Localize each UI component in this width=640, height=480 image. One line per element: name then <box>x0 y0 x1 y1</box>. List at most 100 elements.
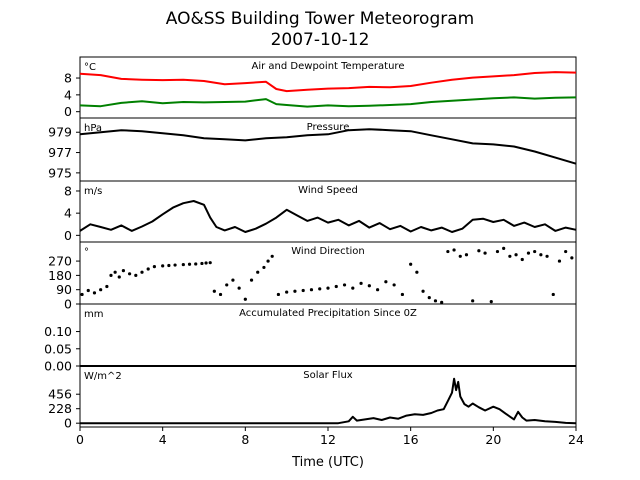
data-point <box>105 284 109 289</box>
data-point <box>376 288 380 292</box>
data-point <box>80 292 84 297</box>
data-point <box>301 288 305 293</box>
data-point <box>533 249 537 254</box>
y-tick-label: 270 <box>48 254 72 269</box>
unit-label: hPa <box>84 123 102 134</box>
data-point <box>117 275 121 279</box>
y-tick-label: 0 <box>64 297 72 312</box>
data-point <box>262 265 266 270</box>
panel-wind_speed: Wind Speed m/s 0 4 8 <box>64 180 577 243</box>
data-point <box>146 267 150 271</box>
data-point <box>99 288 103 292</box>
panel-title: Wind Speed <box>298 185 358 196</box>
x-tick-label: 16 <box>403 432 419 447</box>
data-point <box>570 256 574 260</box>
data-point <box>342 283 347 287</box>
data-point <box>526 251 531 255</box>
data-point <box>243 297 247 301</box>
y-tick-label: 8 <box>64 183 72 198</box>
y-tick-label: 90 <box>56 282 72 297</box>
data-point <box>483 251 487 255</box>
y-tick-label: 977 <box>48 145 72 160</box>
data-point <box>204 261 208 265</box>
data-point <box>194 262 198 266</box>
data-point <box>384 280 388 284</box>
series-line <box>79 128 577 165</box>
panel-pressure: Pressure hPa 975 977 979 <box>48 117 577 182</box>
y-tick-label: 456 <box>48 387 72 402</box>
chart-title: AO&SS Building Tower Meteorogram <box>166 9 474 29</box>
data-point <box>458 254 462 258</box>
y-tick-label: 979 <box>48 125 72 140</box>
x-tick-label: 12 <box>320 432 336 447</box>
x-axis: 0 4 8 12 16 20 24 <box>76 427 584 447</box>
y-tick-label: 0 <box>64 228 72 243</box>
panels: Air and Dewpoint Temperature°C048Pressur… <box>44 56 577 431</box>
panel-title: Accumulated Precipitation Since 0Z <box>239 308 417 319</box>
data-point <box>109 273 113 277</box>
data-point <box>276 292 280 297</box>
y-tick-label: 975 <box>48 165 72 180</box>
data-point <box>557 259 562 263</box>
y-tick-label: 0.05 <box>44 341 72 356</box>
data-point <box>128 272 132 276</box>
data-point <box>539 253 543 257</box>
data-point <box>237 286 241 290</box>
y-tick-label: 0.00 <box>44 359 72 374</box>
data-point <box>409 262 413 266</box>
data-point <box>161 264 165 268</box>
x-tick-label: 0 <box>76 432 84 447</box>
data-point <box>187 262 192 266</box>
panel-temp: Air and Dewpoint Temperature °C 0 48 <box>64 56 577 119</box>
data-point <box>86 288 90 293</box>
series-line <box>79 96 577 108</box>
panel-title: Solar Flux <box>303 370 353 381</box>
data-point <box>400 292 404 297</box>
data-point <box>152 265 156 269</box>
data-point <box>514 253 518 257</box>
data-point <box>326 286 330 290</box>
data-point <box>208 261 212 265</box>
data-point <box>309 288 314 292</box>
y-tick-label: 4 <box>64 87 72 102</box>
data-point <box>351 286 355 290</box>
unit-label: °C <box>84 62 96 73</box>
data-point <box>231 278 235 282</box>
data-point <box>421 289 425 293</box>
y-tick-label: 0 <box>64 416 72 431</box>
x-tick-label: 4 <box>159 432 167 447</box>
data-point <box>270 254 274 258</box>
data-point <box>113 270 117 274</box>
data-point <box>92 291 97 295</box>
data-point <box>392 283 396 287</box>
data-point <box>266 259 270 263</box>
data-point <box>440 300 444 305</box>
data-point <box>367 284 371 288</box>
x-tick-label: 24 <box>568 432 584 447</box>
unit-label: W/m^2 <box>84 371 122 382</box>
data-point <box>181 262 185 267</box>
data-point <box>212 289 216 293</box>
data-point <box>427 296 431 300</box>
y-tick-label: 4 <box>64 206 72 221</box>
data-point <box>134 273 138 277</box>
data-point <box>225 283 229 287</box>
x-axis-label: Time (UTC) <box>291 455 364 470</box>
data-point <box>334 284 338 289</box>
data-point <box>446 249 450 254</box>
data-point <box>502 246 506 250</box>
unit-label: ° <box>84 247 89 258</box>
data-point <box>218 292 223 297</box>
data-point <box>495 249 500 254</box>
y-tick-label: 180 <box>48 268 72 283</box>
x-tick-label: 8 <box>241 432 249 447</box>
y-tick-label: 0 <box>64 104 72 119</box>
data-point <box>471 299 475 303</box>
series-line <box>79 71 577 93</box>
data-point <box>173 263 177 267</box>
y-tick-label: 8 <box>64 71 72 86</box>
data-point <box>249 278 254 282</box>
